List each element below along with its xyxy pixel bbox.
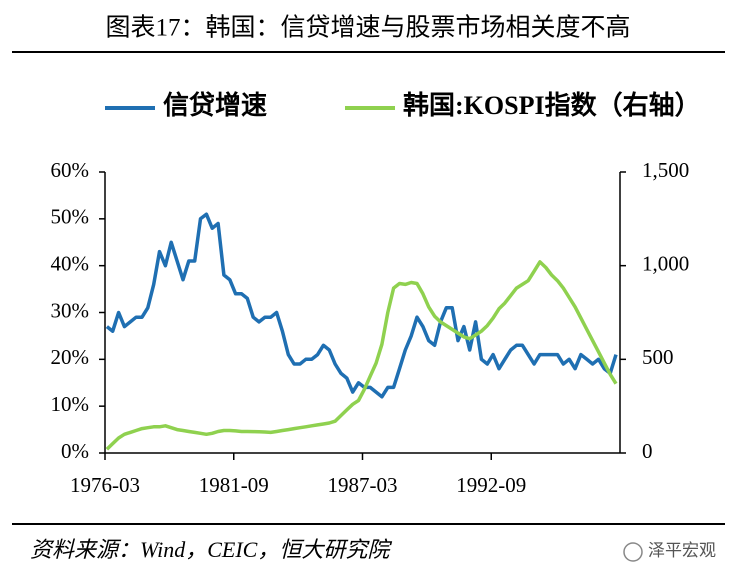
- x-tick-label: 1981-09: [199, 473, 269, 497]
- x-tick-label: 1987-03: [328, 473, 398, 497]
- y-tick-label: 40%: [51, 251, 90, 275]
- x-tick-label: 1976-03: [70, 473, 140, 497]
- y-tick-label: 30%: [51, 298, 90, 322]
- legend-label: 信贷增速: [163, 90, 267, 120]
- y-tick-label: 0%: [61, 439, 89, 463]
- watermark-icon: [623, 542, 643, 562]
- y2-tick-label: 0: [642, 439, 653, 463]
- x-tick-label: 1992-09: [456, 473, 526, 497]
- y2-tick-label: 1,500: [642, 158, 689, 182]
- chart-title: 图表17：韩国：信贷增速与股票市场相关度不高: [105, 14, 630, 42]
- y2-tick-label: 1,000: [642, 251, 689, 275]
- series-line: [105, 212, 618, 399]
- legend-label: 韩国:KOSPI指数（右轴）: [403, 91, 701, 120]
- y-tick-label: 60%: [51, 158, 90, 182]
- y2-tick-label: 500: [642, 345, 674, 369]
- y-tick-label: 20%: [51, 345, 90, 369]
- watermark: 泽平宏观: [648, 541, 716, 560]
- y-tick-label: 50%: [51, 205, 90, 229]
- source-note: 资料来源：Wind，CEIC，恒大研究院: [30, 537, 392, 562]
- series-line: [105, 260, 618, 451]
- y-tick-label: 10%: [51, 392, 90, 416]
